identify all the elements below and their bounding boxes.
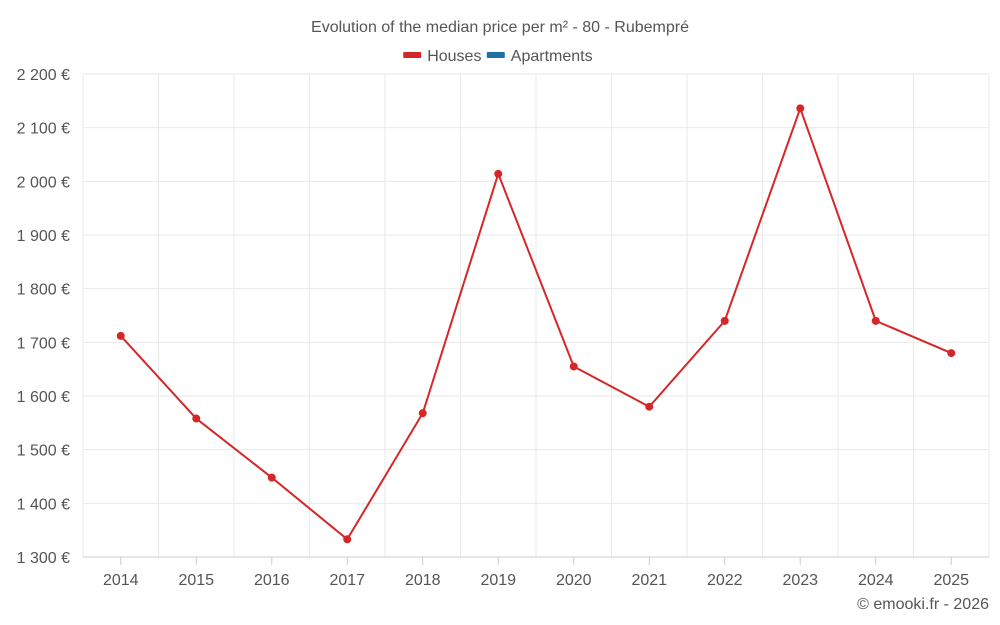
x-tick-label: 2023	[782, 572, 818, 589]
legend-swatch-houses	[403, 52, 422, 58]
credit-text: © emooki.fr - 2026	[857, 596, 989, 613]
data-point	[267, 473, 276, 482]
x-tick-label: 2022	[707, 572, 743, 589]
data-point	[192, 414, 201, 423]
y-tick-label: 1 800 €	[17, 282, 70, 299]
y-tick-label: 2 200 €	[17, 67, 70, 84]
series-group	[116, 104, 956, 544]
legend: Houses Apartments	[403, 48, 593, 65]
x-tick-label: 2014	[103, 572, 139, 589]
legend-label-apartments: Apartments	[511, 48, 593, 65]
data-point	[796, 104, 805, 113]
x-tick-label: 2025	[933, 572, 969, 589]
y-axis: 1 300 € 1 400 € 1 500 € 1 600 € 1 700 € 1 800…	[17, 67, 70, 567]
data-point	[569, 362, 578, 371]
x-tick-label: 2024	[858, 572, 894, 589]
x-axis: 2014 2015 2016 2017 2018 2019 2020 2021 2022 2023…	[83, 556, 989, 589]
data-point	[116, 331, 125, 340]
data-point	[418, 409, 427, 418]
series-line-houses	[120, 107, 952, 541]
y-tick-label: 2 000 €	[17, 174, 70, 191]
y-tick-label: 1 500 €	[17, 443, 70, 460]
x-tick-label: 2018	[405, 572, 441, 589]
y-tick-label: 1 900 €	[17, 228, 70, 245]
x-tick-label: 2020	[556, 572, 592, 589]
data-point	[947, 349, 956, 358]
y-tick-label: 2 100 €	[17, 121, 70, 138]
data-point	[343, 535, 352, 544]
x-tick-label: 2017	[329, 572, 365, 589]
x-tick-label: 2019	[480, 572, 516, 589]
y-tick-label: 1 300 €	[17, 550, 70, 567]
legend-label-houses: Houses	[427, 48, 481, 65]
data-point	[645, 402, 654, 411]
x-tick-label: 2016	[254, 572, 290, 589]
data-point	[720, 316, 729, 325]
chart-title: Evolution of the median price per m² - 8…	[311, 19, 689, 36]
data-point	[871, 316, 880, 325]
x-tick-label: 2015	[178, 572, 214, 589]
legend-swatch-apartments	[486, 52, 505, 58]
y-tick-label: 1 400 €	[17, 496, 70, 513]
data-point	[494, 169, 503, 178]
y-tick-label: 1 700 €	[17, 335, 70, 352]
x-tick-label: 2021	[631, 572, 667, 589]
grid-lines	[82, 73, 990, 557]
y-tick-label: 1 600 €	[17, 389, 70, 406]
